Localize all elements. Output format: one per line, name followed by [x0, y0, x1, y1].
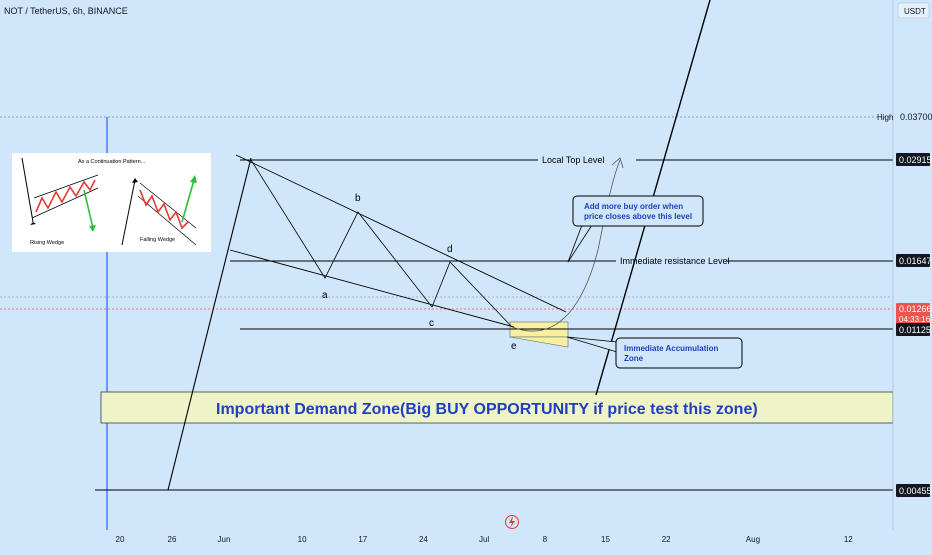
inset-falling-label: Falling Wedge	[140, 237, 175, 243]
price-axis[interactable]: USDT 0.060000.050000.044000.032000.02800…	[877, 0, 932, 530]
rally-trend-line	[167, 157, 252, 491]
demand-zone	[100, 391, 894, 424]
x-tick-label: 10	[298, 535, 307, 544]
symbol-title: NOT / TetherUS, 6h, BINANCE	[4, 6, 128, 16]
inset-rising-label: Rising Wedge	[30, 240, 64, 246]
accumulation-zone-lower	[509, 336, 569, 348]
x-tick-label: Aug	[746, 535, 760, 544]
lightning-icon[interactable]	[505, 515, 519, 529]
resistance-price-tag: 0.01647	[899, 256, 932, 266]
resistance-label-bg	[616, 254, 726, 267]
accumulation-text: Immediate Accumulation Zone	[624, 344, 719, 363]
buy-note-text: Add more buy order when price closes abov…	[584, 202, 692, 221]
currency-label: USDT	[904, 7, 926, 16]
local-top-label-bg	[538, 153, 636, 166]
projection-arrow	[511, 159, 621, 332]
wedge-lower-line	[229, 249, 515, 328]
wave-label-e: e	[511, 341, 517, 352]
local-top-price-tag: 0.02915	[899, 155, 932, 165]
buy-note-pointer	[567, 224, 593, 263]
wave-zigzag	[250, 159, 513, 328]
accumulation-pointer	[566, 336, 618, 353]
demand-zone-label: Important Demand Zone(Big BUY OPPORTUNIT…	[216, 401, 758, 418]
x-tick-label: 26	[168, 535, 177, 544]
time-axis[interactable]: 20 26 Jun 10 17 24 Jul 8 15 22 Aug 12	[0, 530, 893, 550]
x-tick-label: Jul	[479, 535, 489, 544]
projection-arrowhead	[611, 157, 624, 169]
wave-label-a: a	[322, 290, 328, 301]
x-tick-label: 17	[358, 535, 367, 544]
accumulation-box[interactable]	[615, 337, 743, 369]
wedge-pattern-inset: As a Continuation Pattern... Rising Wedg…	[12, 153, 211, 252]
wave-label-c: c	[429, 318, 434, 329]
x-tick-label: 12	[844, 535, 853, 544]
high-label: High	[877, 113, 893, 122]
resistance-label: Immediate resistance Level	[620, 256, 730, 266]
currency-badge[interactable]	[897, 2, 930, 19]
low-price-tag: 0.00455	[899, 486, 932, 496]
countdown-tag: 04:33:16	[899, 315, 931, 324]
wedge-upper-line	[235, 154, 567, 313]
local-top-label: Local Top Level	[542, 155, 604, 165]
support-price-tag: 0.01125	[899, 325, 931, 335]
x-tick-label: 22	[662, 535, 671, 544]
x-tick-label: 8	[543, 535, 548, 544]
wave-label-b: b	[355, 193, 361, 204]
buy-note-box[interactable]	[572, 195, 704, 227]
x-tick-label: 20	[116, 535, 125, 544]
last-price-tag: 0.01266	[899, 304, 932, 314]
inset-title: As a Continuation Pattern...	[78, 159, 146, 165]
x-tick-label: Jun	[218, 535, 231, 544]
wave-label-d: d	[447, 244, 453, 255]
x-tick-label: 15	[601, 535, 610, 544]
x-tick-label: 24	[419, 535, 428, 544]
high-price: 0.03700	[900, 112, 932, 122]
